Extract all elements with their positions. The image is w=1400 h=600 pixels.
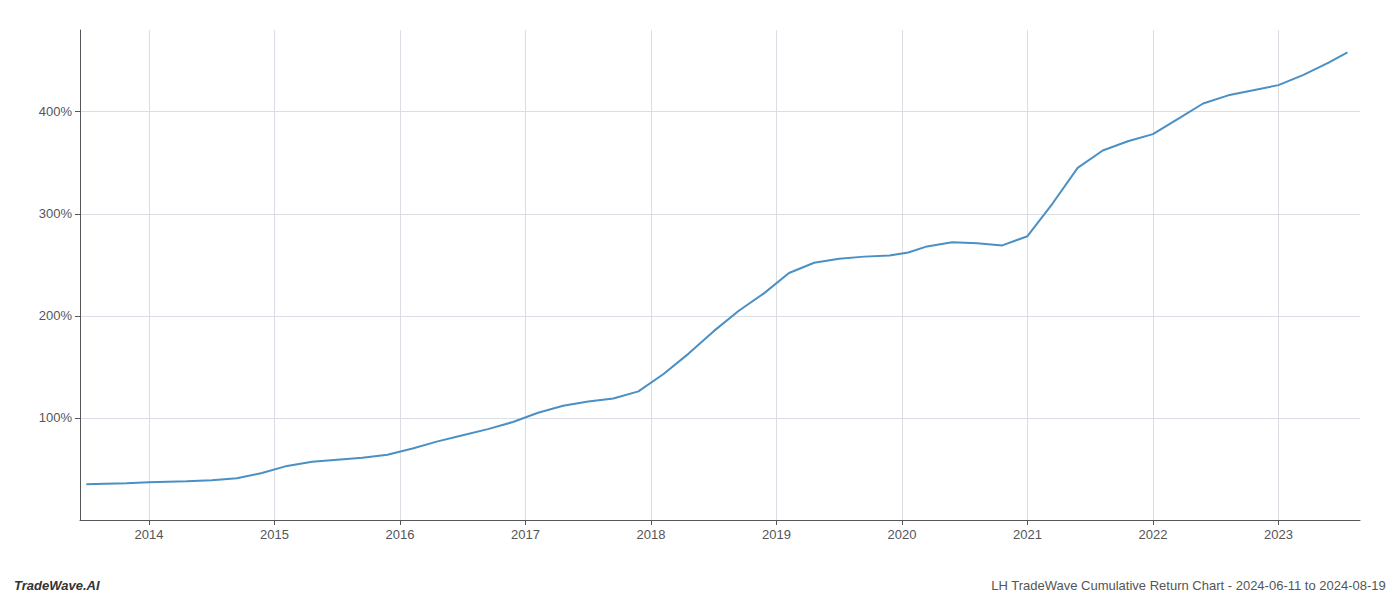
svg-text:2023: 2023: [1264, 527, 1293, 542]
svg-text:2020: 2020: [887, 527, 916, 542]
svg-text:2017: 2017: [511, 527, 540, 542]
svg-text:100%: 100%: [39, 410, 73, 425]
svg-text:2019: 2019: [762, 527, 791, 542]
svg-text:LH TradeWave Cumulative Return: LH TradeWave Cumulative Return Chart - 2…: [991, 578, 1386, 593]
svg-text:2018: 2018: [637, 527, 666, 542]
svg-text:300%: 300%: [39, 206, 73, 221]
svg-text:400%: 400%: [39, 104, 73, 119]
svg-text:2016: 2016: [386, 527, 415, 542]
svg-text:TradeWave.AI: TradeWave.AI: [14, 578, 100, 593]
svg-text:2014: 2014: [135, 527, 164, 542]
svg-text:2015: 2015: [260, 527, 289, 542]
svg-text:2021: 2021: [1013, 527, 1042, 542]
svg-text:2022: 2022: [1138, 527, 1167, 542]
svg-text:200%: 200%: [39, 308, 73, 323]
